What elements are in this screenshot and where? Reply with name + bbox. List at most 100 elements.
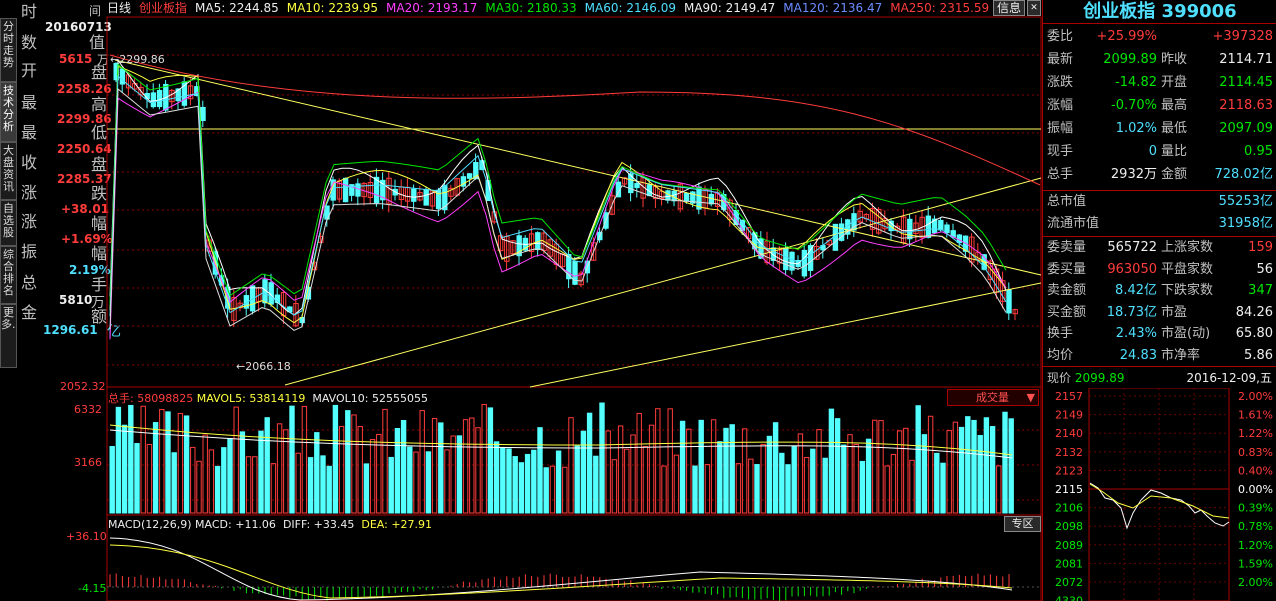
quote-l1: 委比 — [1047, 29, 1074, 44]
volume-bar — [996, 465, 1002, 514]
candle — [119, 68, 126, 85]
volume-bar — [989, 426, 996, 514]
intraday-mini-chart[interactable]: 2157 2.00% 2149 1.61% 2140 1.22% 2132 0.83% 2123… — [1043, 388, 1276, 601]
volume-bar — [376, 433, 382, 514]
info-button[interactable]: 信息 — [993, 0, 1025, 16]
quote-l2: 昨收 — [1161, 52, 1188, 67]
volume-bar — [791, 445, 797, 514]
quote-row: 均价 24.83 市净率 5.86 — [1043, 345, 1276, 366]
volume-bar — [1008, 418, 1014, 514]
candle — [869, 208, 876, 230]
tab-intraday[interactable]: 分时走势 — [0, 18, 17, 82]
mini-axis-left: 2132 — [1055, 446, 1083, 459]
close-icon[interactable]: ✕ — [1027, 0, 1041, 16]
ma90-label: MA90: 2149.47 — [683, 1, 776, 15]
quote-row: 委比 +25.99% +397328 — [1043, 26, 1276, 47]
info-label: 收 — [21, 153, 38, 172]
kline-chart[interactable] — [0, 0, 1042, 601]
candle — [683, 192, 690, 202]
quote-l2: 平盘家数 — [1161, 261, 1214, 277]
indicator-select[interactable]: 成交量 ▼ — [947, 389, 1039, 406]
volume-bar — [506, 448, 512, 514]
macd-axis-bottom: -4.15 — [78, 582, 107, 595]
mini-axis-left: 2115 — [1055, 483, 1083, 496]
chart-frame — [106, 16, 1042, 601]
ma250-line — [109, 54, 1041, 186]
vol-axis-top: 6332 — [74, 403, 102, 416]
zone-button[interactable]: 专区 — [1004, 516, 1041, 532]
candle — [448, 187, 454, 197]
tab-ranking[interactable]: 综合排名 — [0, 246, 17, 304]
volume-bar — [307, 457, 314, 514]
quote-v2: 84.26 — [1235, 304, 1273, 320]
dea-line — [109, 544, 1013, 599]
volume-header: 总手: 58098825 MAVOL5: 53814119 MAVOL10: 5… — [108, 392, 428, 405]
candle — [851, 213, 857, 231]
candle — [249, 285, 256, 312]
ma120-label: MA120: 2136.47 — [783, 1, 883, 15]
tab-technical[interactable]: 技术分析 — [0, 82, 17, 142]
candle — [727, 199, 733, 220]
quote-v1: 2932万 — [1110, 167, 1157, 182]
volume-bar — [692, 465, 698, 514]
candle — [460, 176, 467, 187]
candle — [931, 218, 938, 234]
volume-bar — [487, 407, 494, 514]
candle — [894, 225, 901, 231]
quote-row: 涨跌 -14.82 开盘 2114.45 — [1043, 72, 1276, 93]
peak-label: ←2299.86 — [110, 53, 165, 66]
quote-l1: 涨跌 — [1047, 75, 1074, 90]
quote-v1: 0 — [1148, 144, 1157, 159]
volume-bar — [239, 431, 246, 514]
mini-axis-left: 2123 — [1055, 464, 1083, 477]
low-value: 2250.64 — [57, 142, 112, 156]
candle — [907, 218, 913, 240]
volume-bar — [599, 402, 605, 514]
mini-axis-left: 2140 — [1055, 427, 1083, 440]
volume-bar — [723, 427, 729, 514]
volume-bar — [543, 467, 549, 514]
quote-l1: 振幅 — [1047, 121, 1074, 136]
volume-bar — [630, 434, 636, 514]
volume-bar — [828, 408, 835, 514]
ma-line — [109, 87, 1007, 331]
info-label: 高 — [91, 95, 108, 114]
candle — [814, 245, 820, 260]
quote-row: 委卖量 565722 上涨家数 159 — [1043, 237, 1276, 258]
volume-bar — [221, 447, 227, 514]
info-label: 最 — [21, 123, 38, 142]
candle — [113, 62, 119, 81]
quote-v2: 2114.71 — [1219, 52, 1273, 67]
candle — [1006, 289, 1012, 314]
candle — [1012, 309, 1018, 315]
volume-bar — [729, 424, 735, 514]
ma20-label: MA20: 2193.17 — [386, 1, 478, 15]
volume-bar — [847, 434, 853, 514]
quote-v1: 24.83 — [1119, 347, 1157, 363]
volume-bar — [326, 465, 332, 514]
now-price-line: 现价 2099.89 — [1047, 371, 1125, 385]
mini-avg-line — [1089, 483, 1230, 519]
volume-bar — [481, 404, 487, 514]
volume-bar — [611, 459, 618, 514]
trough-label: ←2066.18 — [236, 360, 291, 373]
quote-l2: 金额 — [1161, 167, 1188, 182]
volume-bar — [735, 463, 742, 514]
quote-l2: 市盈 — [1161, 304, 1188, 320]
volume-bar — [574, 445, 580, 514]
tab-more[interactable]: 更多... — [0, 304, 17, 368]
volume-bar — [524, 453, 531, 514]
tab-market-news[interactable]: 大盘资讯 — [0, 142, 17, 200]
volume-bar — [617, 425, 624, 514]
macd-header: MACD(12,26,9) MACD: +11.06 DIFF: +33.45 … — [108, 518, 433, 531]
ma250-label: MA250: 2315.59 — [890, 1, 990, 15]
volume-bar — [115, 406, 122, 514]
volume-bar — [289, 405, 295, 514]
candle — [510, 240, 516, 255]
volume-bar — [636, 412, 642, 514]
volume-bar — [382, 408, 388, 514]
tab-watchlist[interactable]: 自选股 — [0, 200, 17, 246]
volume-bar — [450, 435, 456, 514]
candle — [380, 179, 386, 201]
volume-bar — [233, 406, 239, 514]
